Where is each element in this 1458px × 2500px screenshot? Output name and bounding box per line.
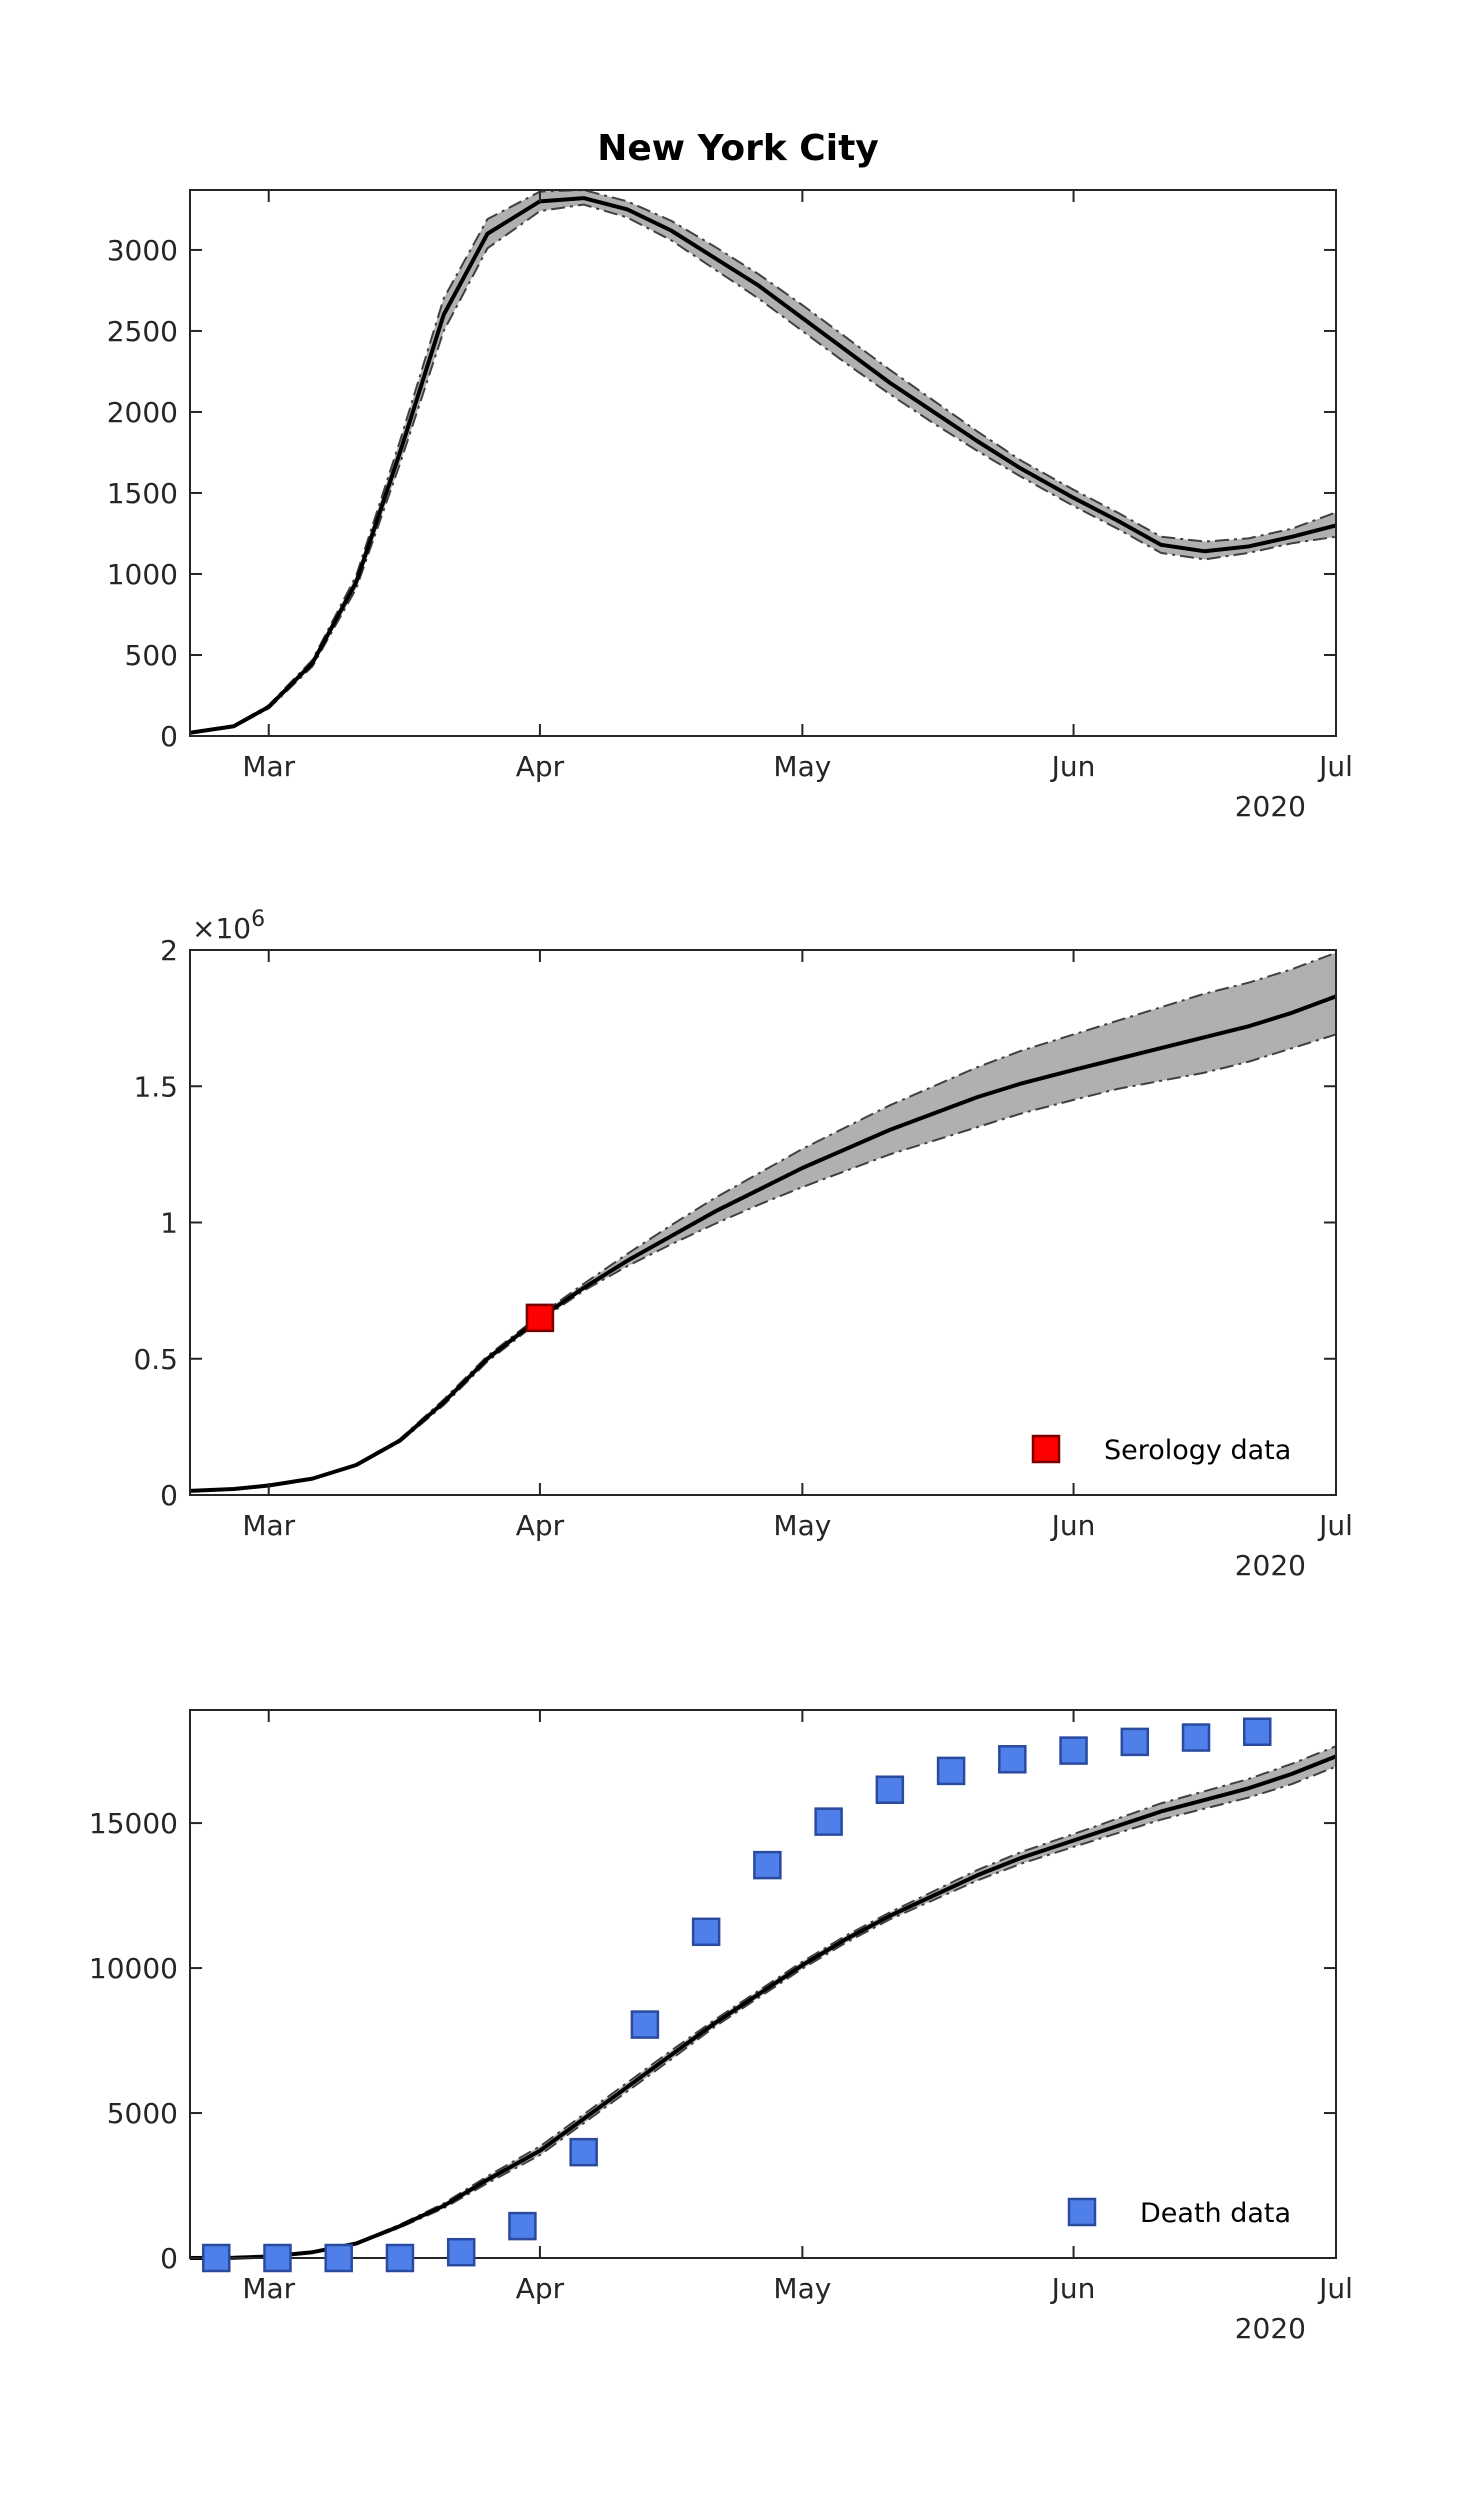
y-tick-label: 1500 [107, 477, 178, 510]
death-point [446, 2237, 476, 2267]
y-tick-label: 500 [125, 639, 178, 672]
death-point [1059, 1736, 1088, 1765]
year-label: 2020 [1235, 1549, 1306, 1582]
upper-bound-line [189, 188, 1337, 734]
death-point [1181, 1723, 1211, 1752]
median-line [189, 196, 1337, 735]
y-tick-label: 2000 [107, 396, 178, 429]
y-tick-label: 1.5 [133, 1070, 178, 1103]
x-tick-label: May [773, 2272, 831, 2305]
upper-bound-line [189, 951, 1337, 1492]
uncertainty-band [190, 952, 1336, 1491]
chart-panel-daily: Mar Apr May Jun Jul 2020 0 500 1000 1500 2000 2500 3… [107, 188, 1353, 823]
y-tick-label: 5000 [107, 2097, 178, 2130]
figure-title: New York City [597, 128, 879, 169]
death-point [630, 2010, 660, 2039]
median-line [189, 1754, 1337, 2260]
death-point [1120, 1727, 1150, 1757]
lower-bound-line [189, 1033, 1337, 1492]
y-tick-label: 3000 [107, 234, 178, 267]
x-tick-label: Jul [1317, 2272, 1353, 2305]
x-tick-label: May [773, 1509, 831, 1542]
legend-marker [1031, 1434, 1061, 1464]
y-multiplier-label: ×106 [192, 907, 265, 945]
legend-label: Death data [1140, 2198, 1291, 2229]
death-point [569, 2137, 598, 2167]
x-tick-label: May [773, 750, 831, 783]
lower-bound-line [189, 1765, 1337, 2259]
upper-bound-line [189, 1745, 1337, 2259]
y-tick-label: 0 [160, 1479, 178, 1512]
x-tick-label: Apr [516, 750, 565, 783]
x-tick-label: Apr [516, 2272, 565, 2305]
uncertainty-band [190, 190, 1336, 734]
y-tick-label: 2 [160, 934, 178, 967]
x-tick-label: Mar [242, 750, 295, 783]
death-point [324, 2243, 353, 2273]
x-tick-label: Jul [1317, 1509, 1353, 1542]
axes-frame [189, 189, 1337, 737]
x-tick-label: Jun [1050, 2272, 1096, 2305]
death-point [814, 1807, 843, 1836]
y-tick-label: 1000 [107, 558, 178, 591]
legend-marker [1067, 2197, 1097, 2227]
x-tick-label: Jul [1317, 750, 1353, 783]
y-tick-label: 1 [160, 1207, 178, 1240]
x-tick-label: Mar [242, 1509, 295, 1542]
death-point [691, 1917, 721, 1947]
death-point [998, 1745, 1027, 1774]
y-tick-label: 15000 [89, 1807, 178, 1840]
uncertainty-band [190, 1746, 1336, 2258]
y-tick-label: 10000 [89, 1952, 178, 1985]
death-point [263, 2243, 292, 2273]
legend-label: Serology data [1104, 1435, 1291, 1466]
y-multiplier-exponent: 6 [251, 907, 265, 932]
death-point [201, 2243, 231, 2273]
median-line [189, 994, 1337, 1493]
x-tick-label: Jun [1050, 1509, 1096, 1542]
death-point [1243, 1717, 1272, 1746]
death-point [753, 1850, 782, 1880]
death-point [936, 1756, 966, 1786]
x-tick-label: Jun [1050, 750, 1096, 783]
y-tick-label: 0 [160, 720, 178, 753]
year-label: 2020 [1235, 790, 1306, 823]
death-point [508, 2211, 537, 2241]
year-label: 2020 [1235, 2312, 1306, 2345]
death-point [385, 2243, 415, 2273]
y-tick-label: 0 [160, 2242, 178, 2275]
y-tick-label: 0.5 [133, 1343, 178, 1376]
x-tick-label: Apr [516, 1509, 565, 1542]
chart-panel-cumulative-infections: Mar Apr May Jun Jul 2020 0 0.5 1 1.5 2 ×106 Serology… [133, 907, 1352, 1582]
serology-point [525, 1303, 555, 1333]
lower-bound-line [189, 203, 1337, 735]
y-tick-label: 2500 [107, 315, 178, 348]
death-point [875, 1775, 905, 1804]
chart-panel-cumulative-deaths: Mar Apr May Jun Jul 2020 0 5000 10000 15000 Death … [89, 1709, 1353, 2345]
x-tick-label: Mar [242, 2272, 295, 2305]
axes-frame [189, 1709, 1337, 2259]
